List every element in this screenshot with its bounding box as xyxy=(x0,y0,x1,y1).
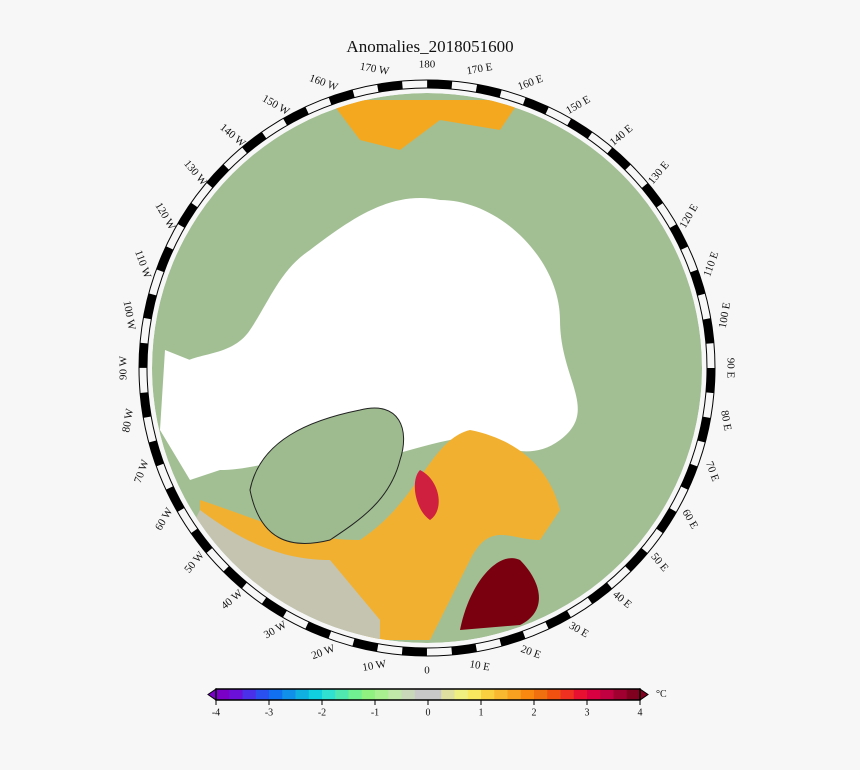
longitude-label: 120 E xyxy=(677,202,701,231)
longitude-label: 30 W xyxy=(262,619,289,642)
colorbar-bin xyxy=(388,689,402,700)
longitude-label: 70 E xyxy=(703,460,721,484)
colorbar-bin xyxy=(626,689,641,700)
colorbar-bin xyxy=(375,689,389,700)
title: Anomalies_2018051600 xyxy=(346,37,513,56)
colorbar-bin xyxy=(335,689,349,700)
longitude-label: 130 E xyxy=(646,159,672,187)
longitude-label: 140 E xyxy=(608,122,636,148)
greenland xyxy=(249,407,405,544)
colorbar-tick-label: -4 xyxy=(212,707,220,718)
longitude-label: 50 E xyxy=(648,551,671,575)
longitude-label: 30 E xyxy=(567,620,591,641)
colorbar-bin xyxy=(573,689,588,700)
sea-ice xyxy=(174,198,578,470)
colorbar-bin xyxy=(507,689,522,700)
longitude-label: 40 W xyxy=(219,587,246,612)
longitude-label: 60 W xyxy=(153,505,176,532)
longitude-label: 100 E xyxy=(717,301,733,329)
longitude-label: 170 W xyxy=(359,61,391,78)
longitude-label: 0 xyxy=(424,665,430,677)
longitude-label: 150 W xyxy=(260,93,292,118)
frame xyxy=(138,79,716,657)
colorbar-tick-label: 1 xyxy=(479,707,484,718)
longitude-label: 170 E xyxy=(466,61,494,77)
longitude-label: 100 W xyxy=(121,300,138,332)
longitude-label: 120 W xyxy=(152,201,177,233)
colorbar-bin xyxy=(613,689,628,700)
longitude-label: 90 W xyxy=(118,355,130,380)
colorbar-bin xyxy=(229,689,243,700)
longitude-label: 160 W xyxy=(308,72,340,94)
colorbar-bin xyxy=(428,689,442,700)
longitude-label: 20 W xyxy=(310,642,337,662)
colorbar-tick-label: -3 xyxy=(265,707,273,718)
longitude-label: 160 E xyxy=(516,73,545,93)
longitude-label: 150 E xyxy=(564,93,593,117)
colorbar-bin xyxy=(547,689,561,700)
sea-anomaly xyxy=(460,558,539,630)
colorbar-tick-label: 4 xyxy=(638,707,643,718)
colorbar-unit: °C xyxy=(656,689,667,700)
longitude-label: 70 W xyxy=(132,458,152,485)
colorbar-bin xyxy=(269,689,283,700)
colorbar-tick-label: -1 xyxy=(371,707,379,718)
colorbar-bin xyxy=(494,689,508,700)
colorbar-bin xyxy=(308,689,323,700)
colorbar-bin xyxy=(282,689,296,700)
colorbar-bin xyxy=(600,689,614,700)
longitude-label: 80 W xyxy=(120,407,136,433)
longitude-label: 20 E xyxy=(519,643,543,661)
colorbar-tick-label: 3 xyxy=(585,707,590,718)
colorbar-extend-high xyxy=(639,688,649,701)
sea-anomaly xyxy=(190,510,380,643)
colorbar-bin xyxy=(454,689,469,700)
colorbar-bin xyxy=(255,689,270,700)
longitude-label: 110 W xyxy=(132,249,153,281)
colorbar-bin xyxy=(414,689,429,700)
map xyxy=(152,93,702,643)
sea-anomaly xyxy=(414,470,439,520)
longitude-label: 10 W xyxy=(361,658,387,674)
longitude-label: 60 E xyxy=(679,507,700,531)
colorbar-bin xyxy=(520,689,535,700)
colorbar-bin xyxy=(467,689,482,700)
colorbar-bin xyxy=(401,689,416,700)
colorbar-tick-label: 0 xyxy=(426,707,431,718)
frame-ring xyxy=(139,80,715,656)
longitude-label: 80 E xyxy=(718,409,733,432)
longitude-label: 110 E xyxy=(701,250,721,278)
colorbar-bin xyxy=(216,689,230,700)
sea-anomaly xyxy=(330,100,520,150)
colorbar-bin xyxy=(534,689,548,700)
colorbar-bin xyxy=(587,689,601,700)
colorbar-tick-label: 2 xyxy=(532,707,537,718)
colorbar-bin xyxy=(560,689,575,700)
longitude-label: 90 E xyxy=(724,358,736,379)
colorbar-bin xyxy=(322,689,336,700)
colorbar-bin xyxy=(348,689,363,700)
colorbar-bin xyxy=(481,689,495,700)
colorbar-extend-low xyxy=(207,688,217,701)
colorbar-tick-label: -2 xyxy=(318,707,326,718)
colorbar-bin xyxy=(361,689,376,700)
sea-ice xyxy=(160,350,220,480)
longitude-label: 10 E xyxy=(469,658,492,673)
longitude-label: 180 xyxy=(419,59,436,71)
colorbar-bin xyxy=(441,689,455,700)
colorbar-bin xyxy=(295,689,310,700)
longitude-label: 40 E xyxy=(610,589,634,612)
colorbar-bin xyxy=(242,689,257,700)
longitude-label: 50 W xyxy=(182,549,207,576)
